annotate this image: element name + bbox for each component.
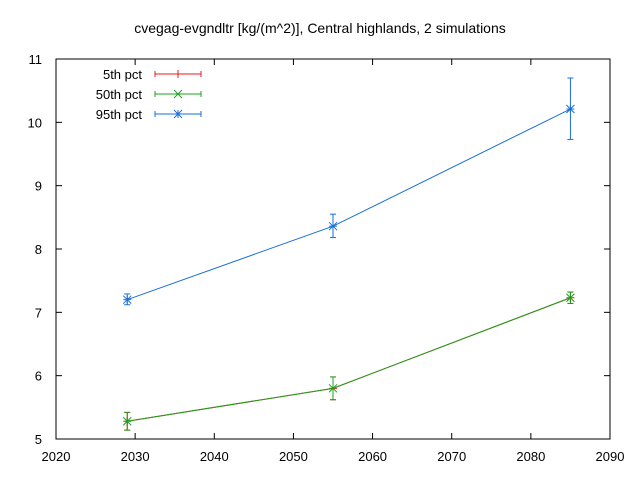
legend: 5th pct 50th pct 95th pct [96,67,202,122]
x-tick-label: 2050 [279,449,308,464]
series-line [127,297,571,422]
data-point [122,295,132,305]
legend-marker [173,109,183,119]
y-tick-label: 11 [29,52,43,67]
legend-label: 50th pct [96,87,143,102]
series-line [127,108,571,301]
x-tick-label: 2090 [596,449,625,464]
marker-stroke [328,383,338,393]
x-tick-label: 2070 [437,449,466,464]
marker-stroke [173,109,183,119]
x-tick-label: 2040 [200,449,229,464]
y-tick-label: 7 [35,305,42,320]
series-50th-pct [122,291,575,431]
data-point [566,104,575,114]
legend-entry: 50th pct [96,87,202,102]
legend-marker [174,70,182,78]
x-tick-label: 2030 [121,449,150,464]
data-point [328,221,338,231]
x-tick-label: 2060 [358,449,387,464]
series-5th-pct [123,291,575,431]
marker-stroke [122,416,132,426]
plot-area [122,77,575,431]
x-tick-label: 2020 [42,449,71,464]
y-tick-label: 8 [35,242,42,257]
legend-marker [173,89,183,99]
legend-label: 5th pct [103,67,142,82]
series-95th-pct [122,77,575,306]
legend-entry: 5th pct [103,67,202,82]
y-tick-label: 9 [35,179,42,194]
legend-entry: 95th pct [96,107,202,122]
legend-label: 95th pct [96,107,143,122]
marker-stroke [566,293,575,303]
axes: 2020 2030 2040 2050 2060 2070 2080 2090 5 6 7 8 9 10 1… [28,52,625,464]
data-point [566,293,575,303]
data-point [122,416,132,426]
y-tick-label: 6 [35,369,42,384]
series-line [127,297,571,422]
marker-stroke [328,221,338,231]
y-tick-label: 10 [28,115,42,130]
marker-stroke [122,295,132,305]
x-tick-label: 2080 [516,449,545,464]
chart-title: cvegag-evgndltr [kg/(m^2)], Central high… [134,20,506,36]
data-point [328,383,338,393]
marker-stroke [566,104,575,114]
y-tick-label: 5 [35,432,42,447]
marker-stroke [173,89,183,99]
